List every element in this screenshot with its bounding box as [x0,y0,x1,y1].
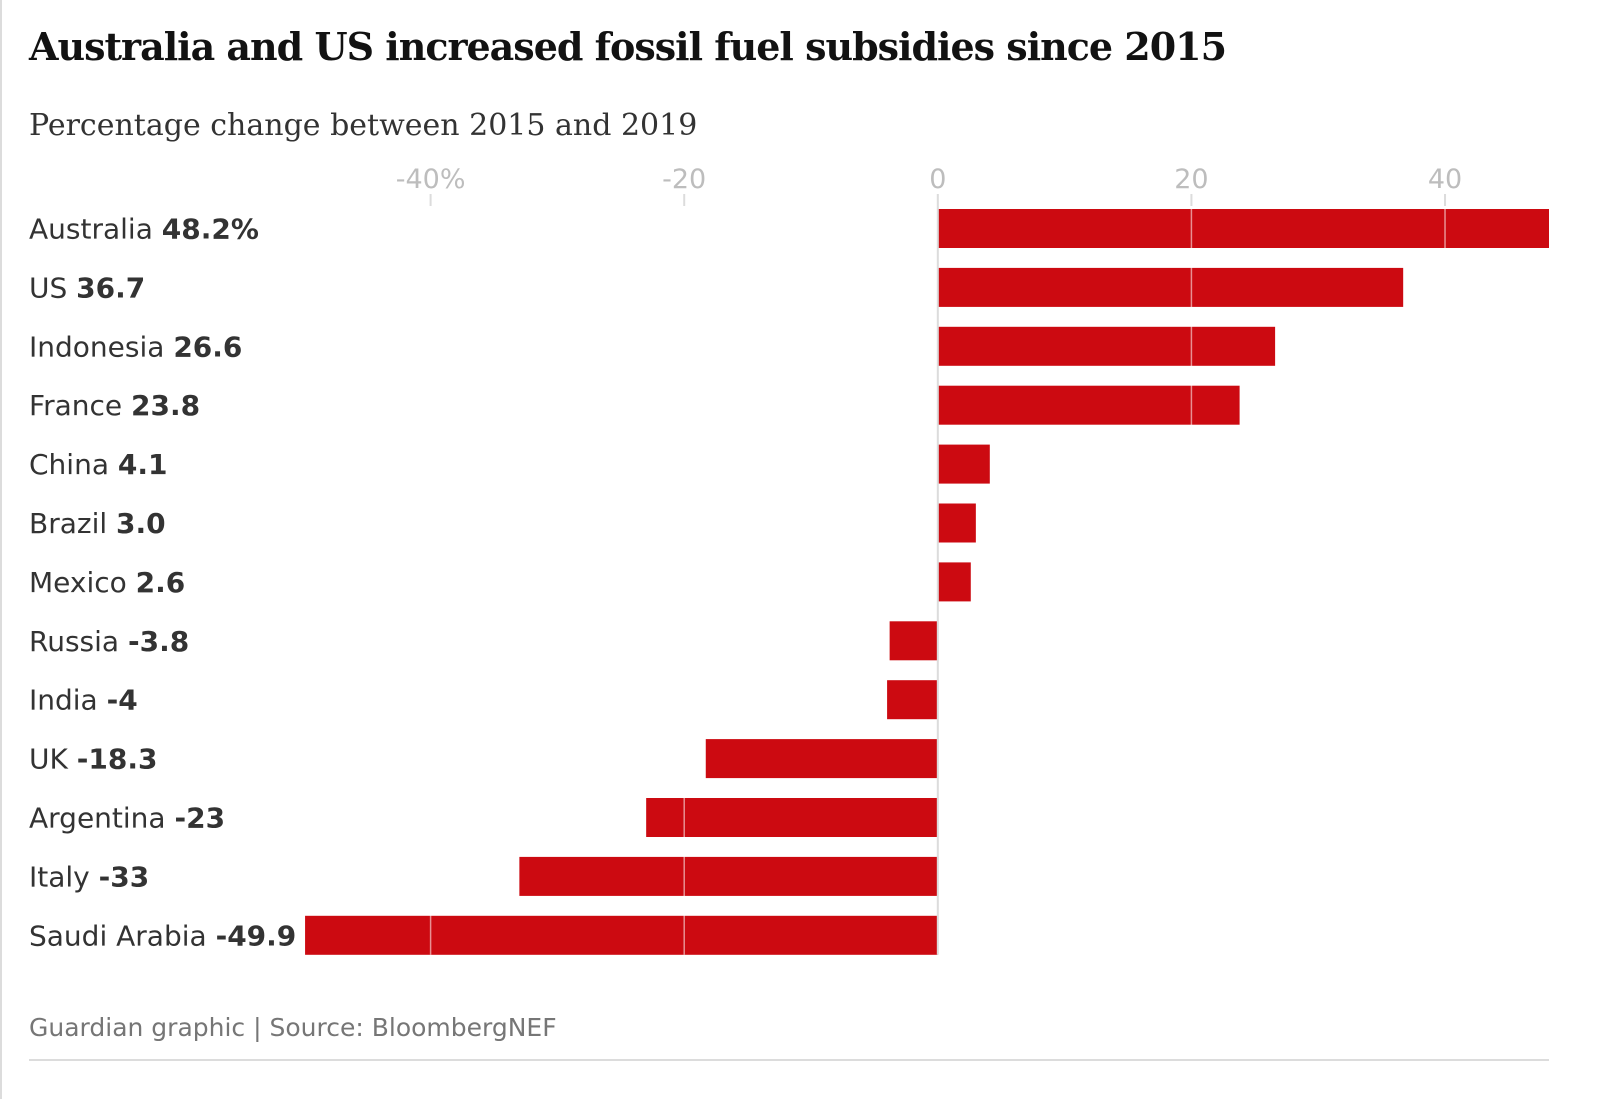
category-labels: Australia 48.2% US 36.7 Indonesia 26.6 Fran… [29,213,296,953]
x-axis-ticks: -40% -20 0 20 40 [396,164,1462,206]
category-label: Brazil 3.0 [29,507,166,540]
category-label: Russia -3.8 [29,625,189,658]
country-name: Australia [29,213,162,246]
category-label: Italy -33 [29,860,149,893]
bar-uk [705,739,938,779]
bar-mexico [937,562,971,602]
category-label: Saudi Arabia -49.9 [29,919,296,952]
bar-russia [889,621,938,661]
category-label: Mexico 2.6 [29,566,185,599]
country-name: Indonesia [29,330,173,363]
x-tick-label: 20 [1174,164,1208,195]
x-tick-label: 40 [1428,164,1462,195]
bottom-divider [29,1059,1549,1061]
chart-subtitle: Percentage change between 2015 and 2019 [29,108,698,143]
category-label: Indonesia 26.6 [29,330,242,363]
bar-france [937,385,1240,425]
category-label: Australia 48.2% [29,213,259,246]
value-label: -3.8 [128,625,189,658]
value-label: -49.9 [216,919,297,952]
bars [305,209,1549,955]
gridlines [429,206,1446,955]
bar-saudi-arabia [305,915,938,955]
country-name: Saudi Arabia [29,919,216,952]
value-label: 48.2% [162,213,259,246]
category-label: China 4.1 [29,448,168,481]
category-label: Argentina -23 [29,802,225,835]
value-label: 2.6 [136,566,186,599]
country-name: Argentina [29,802,174,835]
bar-italy [519,856,938,896]
value-label: -4 [107,684,138,717]
bar-indonesia [937,326,1276,366]
category-label: UK -18.3 [29,743,157,776]
bar-india [887,680,938,720]
value-label: 26.6 [173,330,242,363]
x-tick-label: -20 [662,164,706,195]
value-label: 23.8 [131,389,200,422]
chart-title: Australia and US increased fossil fuel s… [29,24,1227,69]
x-tick-label: 0 [929,164,946,195]
country-name: UK [29,743,77,776]
country-name: France [29,389,131,422]
country-name: China [29,448,118,481]
left-border [0,0,2,1099]
bar-chart: -40% -20 0 20 40 Australia 48.2% US 36.7 Indon… [29,164,1549,955]
value-label: 36.7 [76,271,145,304]
bar-china [937,444,990,484]
source-note: Guardian graphic | Source: BloombergNEF [29,1013,557,1042]
country-name: India [29,684,107,717]
category-label: India -4 [29,684,138,717]
bar-us [937,267,1404,307]
value-label: 3.0 [116,507,166,540]
value-label: 4.1 [118,448,168,481]
value-label: -18.3 [77,743,158,776]
country-name: Italy [29,860,99,893]
country-name: Russia [29,625,128,658]
category-label: France 23.8 [29,389,200,422]
bar-brazil [937,503,976,543]
category-label: US 36.7 [29,271,145,304]
country-name: Mexico [29,566,136,599]
x-tick-label: -40% [396,164,466,195]
value-label: -23 [174,802,225,835]
country-name: Brazil [29,507,116,540]
value-label: -33 [99,860,150,893]
country-name: US [29,271,76,304]
bar-argentina [646,798,938,837]
bar-australia [937,209,1549,248]
